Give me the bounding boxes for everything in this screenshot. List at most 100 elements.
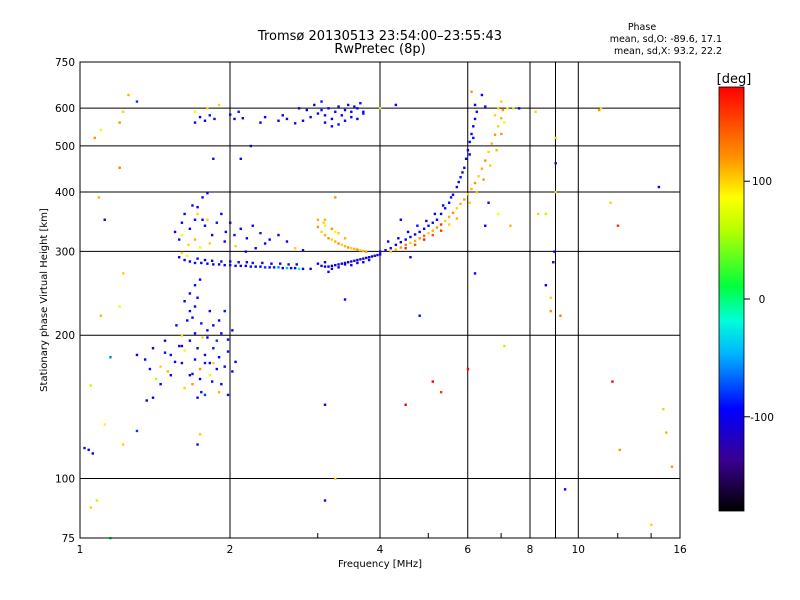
stats-line-o: mean, sd,O: -89.6, 17.1	[610, 34, 722, 45]
data-point-229	[193, 121, 197, 124]
data-point-97	[183, 258, 186, 262]
data-point-257	[353, 105, 356, 108]
data-point-180	[359, 249, 362, 252]
data-point-286	[435, 218, 439, 221]
data-point-131	[245, 261, 249, 264]
data-point-94	[210, 380, 214, 383]
data-point-0	[87, 448, 90, 452]
data-point-346	[431, 233, 434, 237]
data-point-152	[365, 256, 368, 260]
data-point-210	[259, 231, 262, 235]
stats-line-x: mean, sd,X: 93.2, 22.2	[614, 46, 722, 57]
x-tick-label-1: 2	[227, 544, 234, 556]
data-point-397	[554, 136, 557, 140]
data-point-157	[379, 253, 382, 256]
data-point-245	[309, 115, 312, 119]
data-point-415	[496, 212, 500, 216]
data-point-26	[212, 361, 215, 365]
data-point-187	[316, 218, 320, 221]
data-point-20	[122, 272, 125, 275]
data-point-416	[487, 201, 490, 204]
x-tick-label-0: 1	[77, 544, 84, 556]
data-point-171	[330, 238, 334, 241]
data-point-396	[554, 162, 557, 165]
data-point-76	[183, 300, 186, 303]
data-point-74	[193, 284, 197, 287]
data-point-237	[241, 117, 245, 120]
data-point-47	[166, 370, 170, 373]
data-point-335	[480, 167, 484, 170]
data-point-319	[418, 237, 421, 240]
data-point-332	[470, 187, 473, 191]
data-point-393	[552, 261, 555, 264]
y-tick-label-4: 400	[55, 187, 75, 199]
data-point-126	[203, 258, 207, 262]
y-tick-label-5: 500	[55, 141, 75, 153]
data-point-380	[409, 256, 412, 259]
data-point-29	[196, 396, 199, 399]
data-point-61	[215, 367, 219, 371]
data-point-238	[259, 121, 262, 124]
data-point-54	[196, 347, 199, 350]
data-point-362	[379, 107, 382, 110]
data-point-172	[334, 240, 337, 243]
data-point-409	[657, 185, 661, 189]
data-point-169	[323, 233, 327, 237]
data-point-199	[206, 191, 209, 195]
data-point-43	[151, 396, 155, 399]
data-point-58	[206, 336, 209, 339]
data-point-38	[148, 367, 152, 371]
data-point-12	[103, 218, 106, 221]
data-point-345	[422, 238, 426, 241]
data-point-412	[670, 465, 674, 468]
data-point-240	[277, 119, 280, 122]
x-tick-label-3: 6	[464, 544, 471, 556]
data-point-194	[177, 238, 181, 241]
data-point-216	[180, 233, 184, 237]
data-point-299	[473, 117, 477, 121]
data-point-265	[350, 115, 353, 119]
data-point-141	[330, 264, 334, 268]
data-point-239	[263, 115, 267, 119]
data-point-108	[244, 264, 248, 268]
data-point-307	[441, 204, 445, 207]
data-point-196	[193, 218, 197, 221]
data-point-279	[404, 238, 407, 241]
data-point-109	[249, 265, 253, 268]
data-point-236	[237, 110, 240, 114]
data-point-368	[206, 107, 209, 110]
data-point-253	[340, 114, 344, 117]
data-point-295	[466, 148, 470, 152]
data-point-411	[665, 431, 668, 434]
chart-title: Tromsø 20130513 23:54:00–23:55:43	[257, 29, 502, 44]
data-point-175	[343, 244, 347, 248]
data-point-304	[416, 224, 419, 227]
data-point-103	[217, 263, 221, 266]
data-point-73	[188, 292, 192, 295]
data-point-373	[323, 499, 327, 502]
data-point-9	[89, 384, 92, 387]
data-point-64	[226, 350, 230, 353]
data-point-55	[191, 372, 194, 376]
data-point-60	[212, 347, 215, 350]
colorbar: [deg] -100 0 100	[717, 72, 774, 512]
data-point-134	[270, 262, 273, 265]
data-point-52	[188, 339, 192, 342]
data-point-408	[650, 523, 653, 527]
data-point-167	[362, 261, 365, 264]
data-point-34	[196, 443, 199, 446]
data-point-24	[191, 382, 194, 386]
data-point-291	[455, 185, 459, 189]
data-point-80	[212, 324, 215, 327]
data-point-23	[183, 386, 186, 390]
data-point-314	[394, 248, 398, 251]
data-point-303	[406, 230, 410, 234]
data-point-403	[599, 107, 603, 110]
data-point-59	[208, 361, 211, 365]
y-axis-label: Stationary phase Virtual Height [km]	[39, 208, 50, 392]
data-point-49	[177, 344, 181, 348]
data-point-344	[413, 243, 417, 247]
data-point-137	[295, 263, 298, 266]
data-point-212	[277, 233, 280, 237]
data-point-93	[198, 377, 202, 381]
